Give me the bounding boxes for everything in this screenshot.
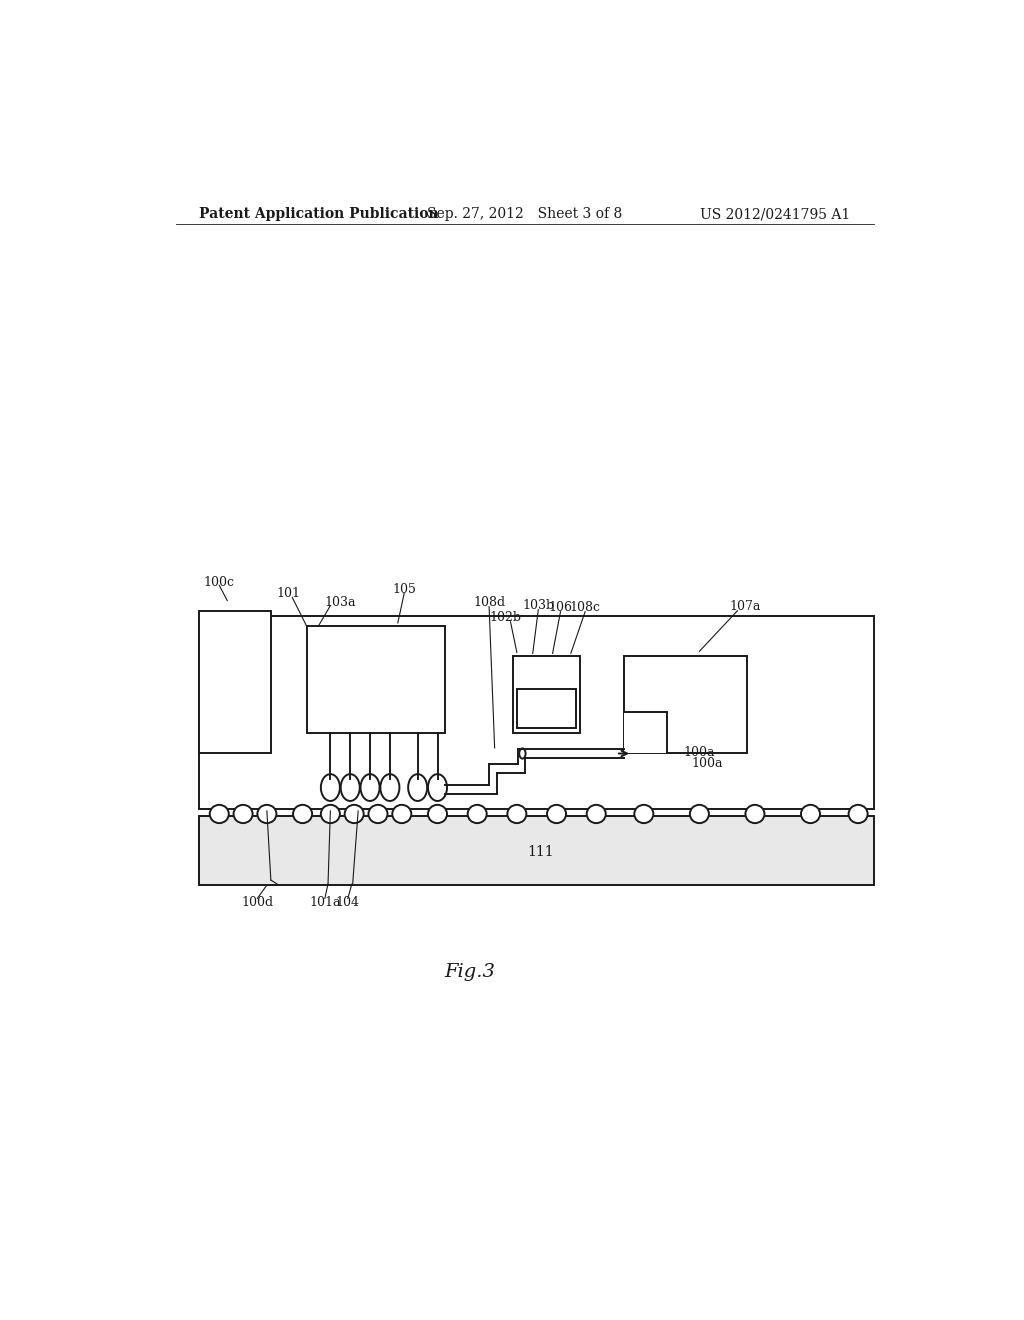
Bar	[200, 615, 873, 809]
Text: US 2012/0241795 A1: US 2012/0241795 A1	[700, 207, 850, 222]
Text: 107a: 107a	[730, 601, 761, 612]
Bar	[624, 656, 748, 752]
Ellipse shape	[210, 805, 228, 824]
Bar	[517, 689, 577, 727]
Text: 104: 104	[336, 896, 359, 909]
Ellipse shape	[745, 805, 765, 824]
Ellipse shape	[369, 805, 387, 824]
Bar	[306, 626, 445, 733]
Text: 102b: 102b	[489, 611, 521, 624]
Bar	[513, 656, 581, 733]
Ellipse shape	[233, 805, 253, 824]
Ellipse shape	[587, 805, 606, 824]
Ellipse shape	[321, 774, 340, 801]
Ellipse shape	[507, 805, 526, 824]
Bar	[200, 611, 270, 752]
Ellipse shape	[409, 774, 427, 801]
Ellipse shape	[428, 805, 447, 824]
Bar	[200, 816, 873, 886]
Ellipse shape	[849, 805, 867, 824]
Text: 100a: 100a	[691, 756, 723, 770]
Ellipse shape	[345, 805, 364, 824]
Ellipse shape	[428, 774, 447, 801]
Text: 105: 105	[392, 583, 416, 595]
Ellipse shape	[293, 805, 312, 824]
Text: 100a: 100a	[684, 747, 715, 759]
Text: 106: 106	[549, 601, 572, 614]
Text: 100d: 100d	[242, 896, 273, 909]
Ellipse shape	[360, 774, 380, 801]
Text: Fig.3: Fig.3	[443, 962, 495, 981]
Text: 103b: 103b	[522, 599, 554, 612]
Text: 103a: 103a	[324, 597, 355, 609]
Text: 111: 111	[527, 845, 554, 858]
Text: Patent Application Publication: Patent Application Publication	[200, 207, 439, 222]
Text: Sep. 27, 2012 Sheet 3 of 8: Sep. 27, 2012 Sheet 3 of 8	[427, 207, 623, 222]
Text: 101: 101	[276, 587, 300, 599]
Ellipse shape	[468, 805, 486, 824]
Text: 108d: 108d	[473, 597, 505, 609]
Ellipse shape	[634, 805, 653, 824]
Ellipse shape	[380, 774, 399, 801]
Text: 101a: 101a	[309, 896, 341, 909]
Ellipse shape	[321, 805, 340, 824]
Ellipse shape	[341, 774, 359, 801]
Ellipse shape	[392, 805, 412, 824]
Ellipse shape	[690, 805, 709, 824]
Ellipse shape	[547, 805, 566, 824]
Bar	[624, 713, 667, 752]
Ellipse shape	[519, 748, 525, 759]
Ellipse shape	[801, 805, 820, 824]
Text: 100c: 100c	[204, 576, 234, 589]
Ellipse shape	[257, 805, 276, 824]
Text: 108c: 108c	[569, 601, 601, 614]
